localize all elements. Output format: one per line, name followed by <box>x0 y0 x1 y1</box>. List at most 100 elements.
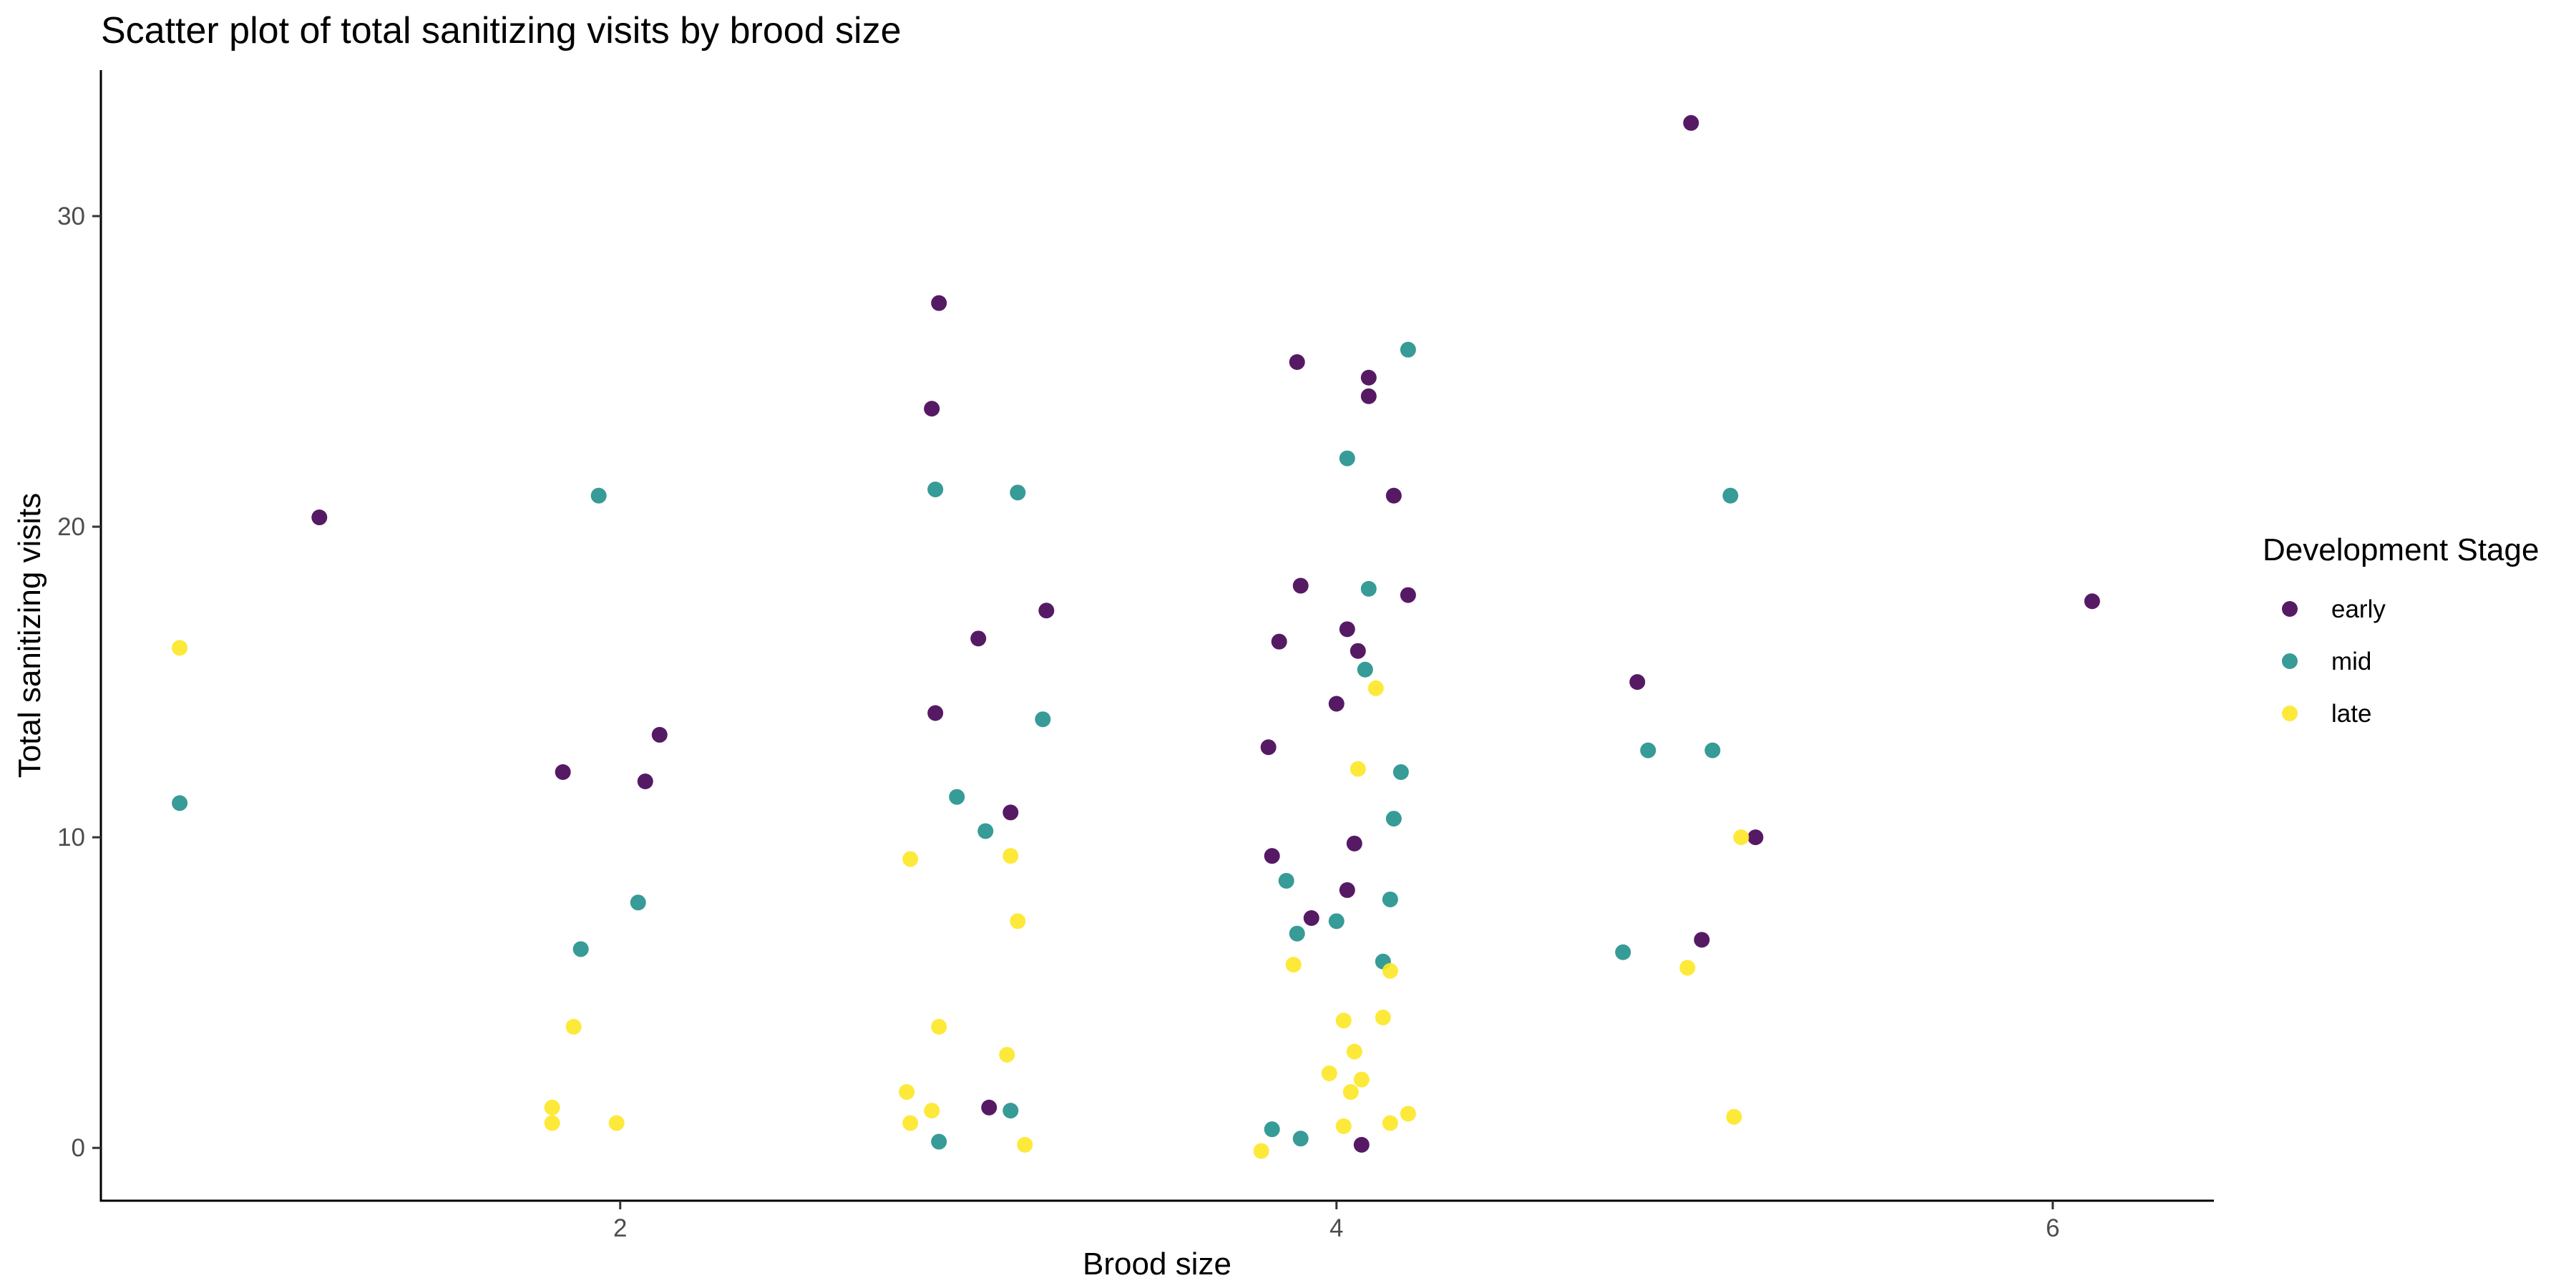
y-tick-label: 10 <box>57 824 85 852</box>
point-early <box>931 295 947 311</box>
y-axis-ticks: 0 10 20 30 <box>57 203 101 1162</box>
point-early <box>1346 835 1362 852</box>
point-late <box>1342 1084 1359 1101</box>
point-mid <box>1640 742 1657 758</box>
legend-items: early mid late <box>2282 595 2386 728</box>
legend: Development Stage early mid late <box>2263 532 2539 728</box>
point-early <box>924 401 940 417</box>
point-mid <box>1704 742 1721 758</box>
x-axis-title: Brood size <box>1083 1246 1231 1282</box>
point-late <box>1382 962 1398 979</box>
point-early <box>1353 1136 1370 1153</box>
point-late <box>1346 1043 1362 1060</box>
chart-title: Scatter plot of total sanitizing visits … <box>101 10 902 52</box>
point-late <box>931 1018 947 1035</box>
point-late <box>924 1103 940 1119</box>
point-mid <box>1722 487 1739 504</box>
point-late <box>1335 1013 1352 1029</box>
point-early <box>1260 739 1277 756</box>
point-mid <box>1392 763 1409 780</box>
point-late <box>1285 957 1302 973</box>
legend-label-mid: mid <box>2331 648 2371 675</box>
point-early <box>1629 674 1646 691</box>
legend-label-late: late <box>2331 700 2371 728</box>
point-late <box>902 1115 919 1131</box>
point-early <box>1360 388 1377 404</box>
point-late <box>1010 913 1026 930</box>
point-mid <box>172 795 188 811</box>
point-early <box>1002 804 1019 821</box>
point-early <box>555 763 571 780</box>
x-tick-label: 2 <box>613 1214 627 1242</box>
point-late <box>1679 960 1696 976</box>
point-late <box>1375 1009 1391 1025</box>
y-tick-label: 0 <box>72 1134 85 1162</box>
point-early <box>1694 932 1710 948</box>
point-mid <box>931 1133 947 1150</box>
point-mid <box>1615 944 1631 960</box>
point-early <box>1747 829 1764 846</box>
point-late <box>902 851 919 867</box>
point-late <box>1733 829 1750 846</box>
legend-label-early: early <box>2331 595 2386 623</box>
point-early <box>2084 593 2100 610</box>
point-early <box>1385 487 1402 504</box>
point-late <box>544 1099 560 1116</box>
point-early <box>1350 643 1366 659</box>
point-late <box>1350 761 1366 777</box>
y-axis-title: Total sanitizing visits <box>12 493 47 779</box>
point-late <box>1382 1115 1398 1131</box>
point-early <box>1289 354 1305 371</box>
point-mid <box>1357 661 1373 678</box>
point-late <box>1253 1143 1269 1159</box>
point-mid <box>927 481 944 497</box>
point-early <box>1360 369 1377 386</box>
point-early <box>651 726 668 743</box>
point-late <box>1726 1108 1742 1125</box>
legend-key-early <box>2282 601 2298 617</box>
point-late <box>1002 848 1019 864</box>
legend-key-mid <box>2282 653 2298 669</box>
point-mid <box>949 789 965 805</box>
point-mid <box>1264 1121 1280 1138</box>
point-early <box>1339 882 1355 898</box>
point-mid <box>1360 580 1377 597</box>
point-early <box>1264 848 1280 864</box>
point-mid <box>1035 711 1051 728</box>
point-early <box>1038 602 1055 619</box>
y-tick-label: 20 <box>57 513 85 541</box>
point-mid <box>1010 484 1026 501</box>
point-late <box>1321 1065 1337 1082</box>
point-early <box>637 774 653 790</box>
point-late <box>999 1046 1015 1063</box>
point-late <box>899 1084 915 1101</box>
x-tick-label: 4 <box>1330 1214 1343 1242</box>
point-late <box>1335 1118 1352 1134</box>
point-early <box>1271 633 1287 650</box>
x-tick-label: 6 <box>2046 1214 2059 1242</box>
point-mid <box>1328 913 1345 930</box>
data-points <box>172 114 2100 1159</box>
point-early <box>981 1099 997 1116</box>
point-early <box>1683 114 1699 131</box>
point-late <box>1017 1136 1033 1153</box>
point-late <box>1400 1106 1416 1122</box>
point-early <box>1292 577 1309 594</box>
point-late <box>608 1115 625 1131</box>
x-axis-ticks: 2 4 6 <box>613 1201 2060 1242</box>
point-early <box>1400 587 1416 603</box>
point-mid <box>1292 1131 1309 1147</box>
y-tick-label: 30 <box>57 203 85 230</box>
point-mid <box>630 894 646 911</box>
point-late <box>544 1115 560 1131</box>
point-late <box>172 640 188 656</box>
point-late <box>565 1018 582 1035</box>
point-mid <box>1002 1103 1019 1119</box>
point-early <box>1303 910 1319 926</box>
point-mid <box>1339 450 1355 467</box>
point-mid <box>1385 811 1402 827</box>
point-early <box>1328 696 1345 712</box>
point-mid <box>590 487 607 504</box>
